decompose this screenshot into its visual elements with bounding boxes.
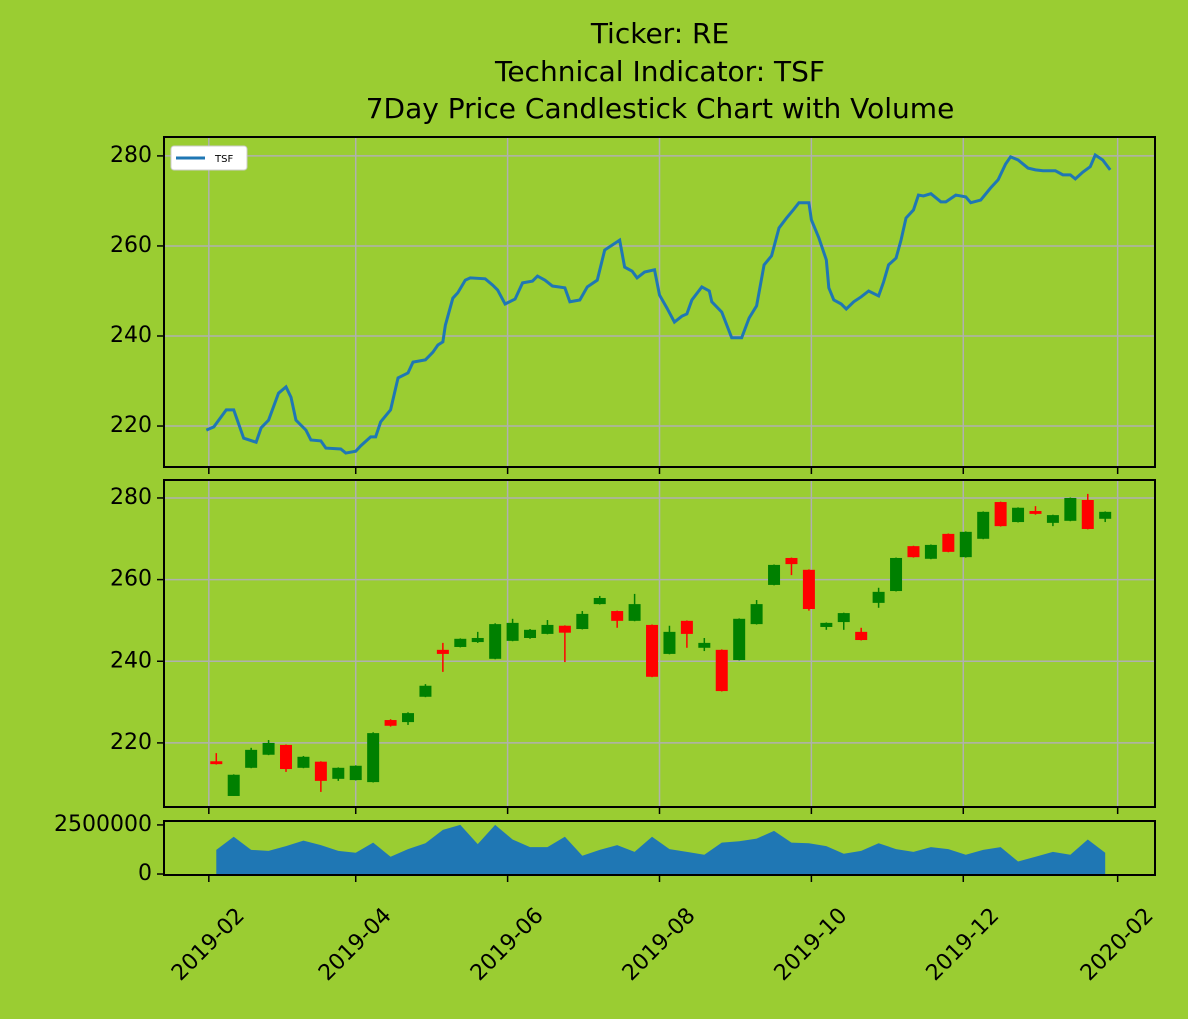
axes-frame [163, 820, 1156, 876]
legend-box [170, 145, 248, 171]
candle-body [628, 604, 641, 621]
y-tick-label: 240 [110, 323, 152, 348]
candle-body [419, 685, 432, 697]
candle-body [1012, 507, 1025, 523]
candle-body [349, 765, 362, 781]
plot-area [216, 824, 1106, 875]
candle-body [471, 637, 484, 643]
candle-body [576, 613, 589, 630]
candle-body [977, 511, 990, 539]
y-tick-label: 260 [110, 233, 152, 258]
candle-body [524, 629, 537, 638]
candle-body [785, 557, 798, 565]
candle-body [506, 622, 519, 641]
candle-body [332, 767, 345, 779]
candle-body [384, 720, 397, 726]
candle-body [698, 642, 711, 648]
candle-body [245, 749, 258, 768]
candle-body [593, 597, 606, 605]
plot-area [210, 493, 1112, 796]
candle-body [890, 557, 903, 592]
y-tick-label: 220 [110, 413, 152, 438]
candle-body [733, 618, 746, 661]
y-tick-label: 2500000 [54, 812, 152, 837]
candle-body [489, 624, 502, 659]
candle-body [802, 569, 815, 610]
candle-body [1099, 511, 1112, 519]
candle-body [558, 625, 571, 633]
candle-body [680, 620, 693, 634]
y-tick-label: 260 [110, 567, 152, 592]
title-line: Technical Indicator: TSF [494, 55, 825, 88]
candle-body [820, 622, 833, 627]
candle-body [750, 604, 763, 625]
candle-body [855, 631, 868, 641]
candle-body [959, 531, 972, 558]
candle-body [210, 761, 223, 765]
title-line: 7Day Price Candlestick Chart with Volume [366, 92, 955, 125]
candle-body [611, 611, 624, 621]
candle-body [314, 761, 327, 781]
candle-body [227, 774, 240, 796]
y-tick-label: 280 [110, 485, 152, 510]
candle-body [1029, 511, 1042, 514]
candle-body [768, 564, 781, 585]
y-tick-label: 280 [110, 143, 152, 168]
candle-body [872, 591, 885, 603]
axes-frame [163, 136, 1156, 468]
candle-body [994, 502, 1007, 527]
candle-body [663, 631, 676, 654]
y-tick-label: 0 [138, 861, 152, 886]
plot-area [205, 152, 1112, 455]
title-line: Ticker: RE [590, 17, 729, 50]
candle-body [1081, 500, 1094, 529]
y-tick-label: 220 [110, 730, 152, 755]
candle-body [280, 744, 293, 770]
axes-frame [163, 479, 1156, 808]
candle-body [541, 624, 554, 634]
candle-body [924, 544, 937, 559]
candle-body [907, 546, 920, 558]
candle-body [454, 638, 467, 647]
candle-body [297, 756, 310, 768]
candle-body [402, 713, 415, 723]
legend-label: TSF [214, 154, 233, 165]
y-tick-label: 240 [110, 648, 152, 673]
candle-body [436, 649, 449, 654]
volume-area [216, 824, 1106, 875]
candle-body [1064, 497, 1077, 521]
candle-body [646, 624, 659, 677]
candle-body [837, 613, 850, 623]
tsf-line [205, 152, 1112, 455]
candle-body [262, 742, 275, 755]
candle-body [942, 533, 955, 552]
candle-body [1046, 515, 1059, 523]
candle-body [715, 649, 728, 692]
candle-body [367, 733, 380, 783]
